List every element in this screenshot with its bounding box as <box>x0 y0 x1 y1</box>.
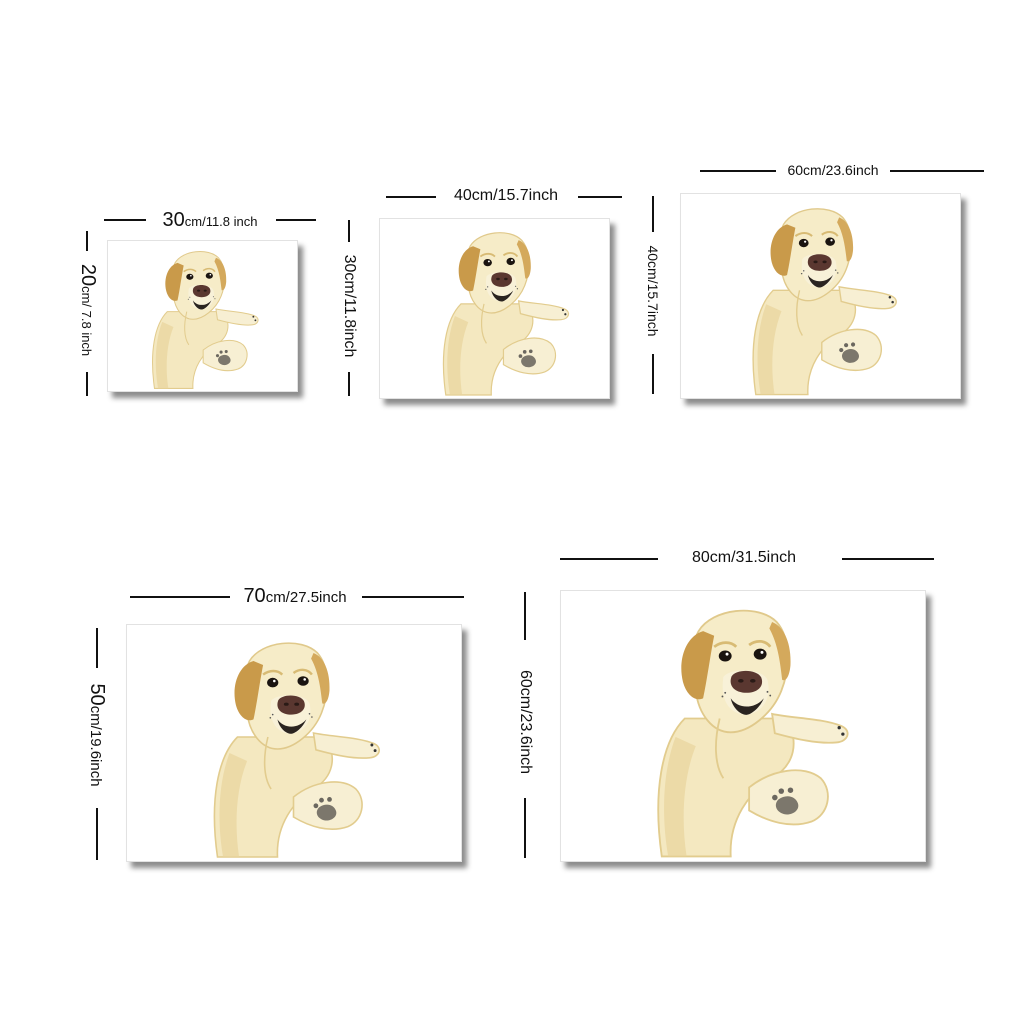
width-label: 70cm/27.5inch <box>243 586 346 606</box>
height-unit: cm/ 7.8 inch <box>79 286 94 357</box>
width-dimension-line <box>130 596 230 598</box>
height-dimension-line <box>96 808 98 860</box>
canvas-print <box>107 240 298 392</box>
width-label: 30cm/11.8 inch <box>163 210 258 230</box>
width-number: 30 <box>162 209 185 231</box>
width-number: 70 <box>243 585 266 607</box>
height-dimension-line <box>524 798 526 858</box>
height-number: 20 <box>77 263 99 287</box>
height-label: 60cm/23.6inch <box>517 669 534 775</box>
height-number: 50 <box>86 683 108 706</box>
height-dimension-line <box>348 372 350 396</box>
canvas-print <box>126 624 462 862</box>
canvas-print <box>379 218 610 399</box>
height-label: 30cm/11.8inch <box>341 254 358 358</box>
dog-painting <box>213 641 381 859</box>
dog-painting <box>656 609 850 858</box>
height-label: 20cm/ 7.8 inch <box>77 263 99 357</box>
width-dimension-line <box>890 170 984 172</box>
height-dimension-line <box>86 372 88 396</box>
height-dimension-line <box>652 354 654 394</box>
width-dimension-line <box>104 219 146 221</box>
width-label: 60cm/23.6inch <box>787 162 879 178</box>
dog-painting <box>442 231 570 396</box>
width-unit: cm/11.8 inch <box>184 214 258 229</box>
dog-painting <box>151 250 259 390</box>
width-dimension-line <box>276 219 316 221</box>
height-dimension-line <box>96 628 98 668</box>
height-label: 50cm/19.6inch <box>86 683 108 787</box>
width-dimension-line <box>386 196 436 198</box>
height-dimension-line <box>652 196 654 232</box>
height-dimension-line <box>524 592 526 640</box>
canvas-print <box>680 193 961 399</box>
width-unit: cm/27.5inch <box>265 589 347 606</box>
width-dimension-line <box>560 558 658 560</box>
height-label: 40cm/15.7inch <box>645 245 661 337</box>
height-unit: cm/19.6inch <box>87 705 104 787</box>
width-label: 80cm/31.5inch <box>691 549 797 566</box>
canvas-print <box>560 590 926 862</box>
width-dimension-line <box>578 196 622 198</box>
width-dimension-line <box>700 170 776 172</box>
height-dimension-line <box>348 220 350 242</box>
height-dimension-line <box>86 231 88 251</box>
width-label: 40cm/15.7inch <box>453 187 559 204</box>
width-dimension-line <box>362 596 464 598</box>
dog-painting <box>752 207 898 396</box>
width-dimension-line <box>842 558 934 560</box>
